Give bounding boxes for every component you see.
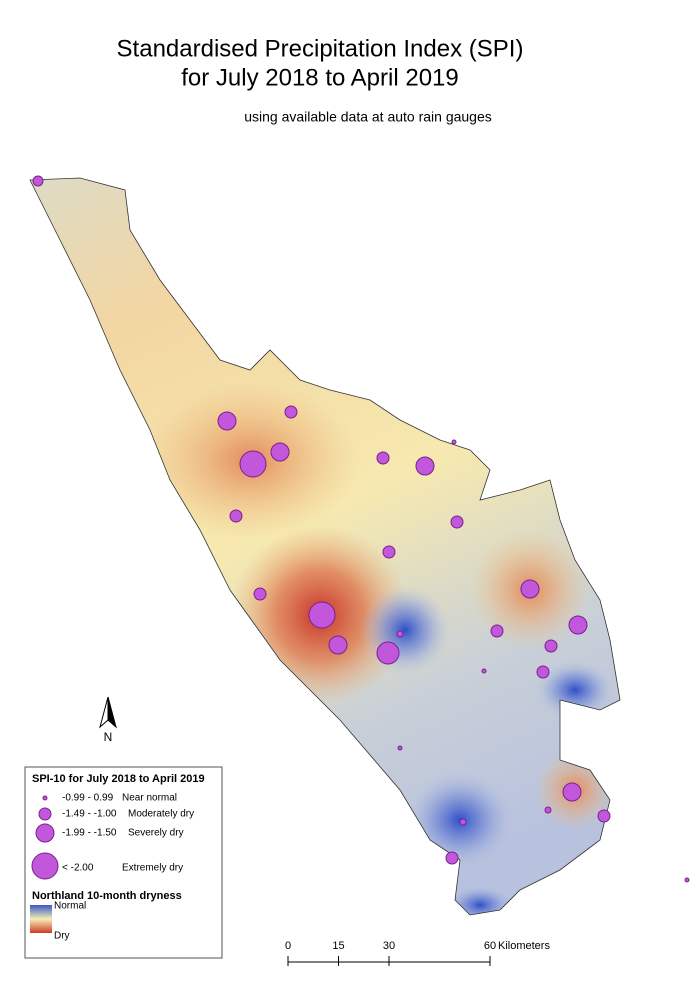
north-arrow: N (99, 696, 117, 744)
scale-label: 0 (285, 940, 291, 952)
legend-label: Moderately dry (128, 809, 194, 820)
rain-gauges (32, 175, 690, 883)
scale-unit: Kilometers (498, 940, 550, 952)
gradient-swatch (30, 905, 52, 933)
scale-bar: 0 15 30 60 Kilometers (285, 940, 550, 966)
legend-label: Near normal (122, 793, 177, 804)
title-line: for July 2018 to April 2019 (181, 64, 459, 91)
legend-range: -1.49 - -1.00 (62, 809, 117, 820)
legend-range: -1.99 - -1.50 (62, 828, 117, 839)
north-label: N (104, 730, 113, 744)
gradient-title: Northland 10-month dryness (32, 890, 182, 902)
title-line: Standardised Precipitation Index (SPI) (117, 35, 524, 62)
legend-range: -0.99 - 0.99 (62, 793, 114, 804)
scale-label: 30 (383, 940, 395, 952)
legend-title: SPI-10 for July 2018 to April 2019 (32, 773, 205, 785)
gradient-bottom: Dry (54, 931, 70, 942)
scale-label: 60 (484, 940, 496, 952)
legend-label: Severely dry (128, 828, 184, 839)
scale-label: 15 (332, 940, 344, 952)
legend-label: Extremely dry (122, 863, 183, 874)
coastline (29, 177, 621, 916)
legend-range: < -2.00 (62, 863, 94, 874)
gradient-top: Normal (54, 901, 86, 912)
subtitle: using available data at auto rain gauges (244, 109, 492, 125)
legend: SPI-10 for July 2018 to April 2019 -0.99… (24, 766, 223, 959)
